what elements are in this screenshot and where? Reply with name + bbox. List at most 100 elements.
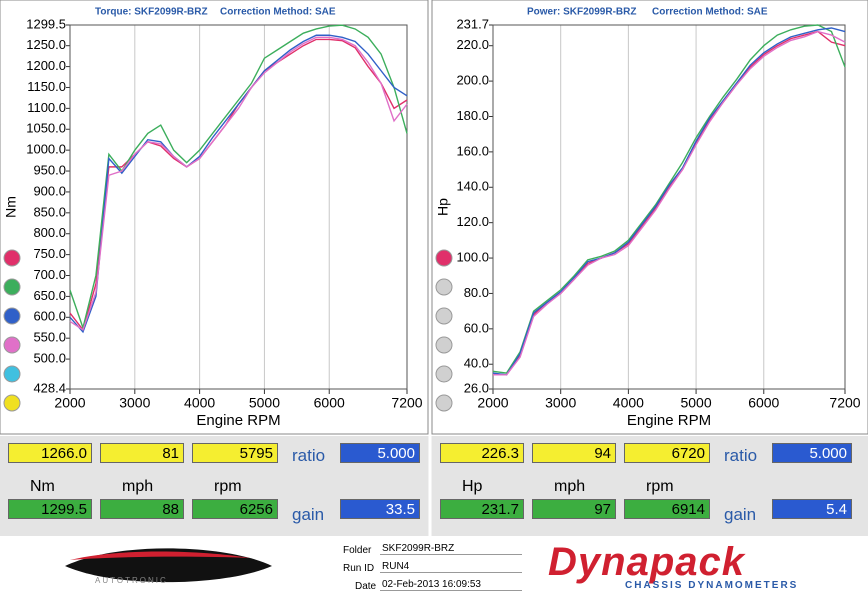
series-line [69, 24, 408, 331]
y-tick-label: 1200.0 [26, 58, 66, 73]
y-tick-label: 650.0 [33, 288, 66, 303]
y-tick-label: 550.0 [33, 330, 66, 345]
plot-frame [69, 24, 408, 390]
y-tick-label: 1150.0 [27, 79, 66, 94]
unit-label: mph [554, 478, 586, 495]
y-tick-label: 26.0 [464, 380, 489, 395]
readout-value: 94 [532, 443, 616, 463]
x-tick-label: 6000 [314, 395, 345, 411]
readout-value: 81 [100, 443, 184, 463]
chart-title: Torque: SKF2099R-BRZ [95, 7, 208, 18]
y-tick-label: 200.0 [456, 73, 489, 88]
gain-value: 5.4 [772, 499, 852, 519]
series-line [69, 34, 408, 334]
x-axis-label: Engine RPM [627, 412, 711, 429]
date: 02-Feb-2013 16:09:53 [380, 579, 522, 591]
y-tick-label: 40.0 [464, 356, 489, 371]
y-tick-label: 1050.0 [26, 121, 66, 136]
ratio-label: ratio [292, 446, 326, 465]
y-tick-label: 220.0 [456, 37, 489, 52]
x-tick-label: 5000 [680, 395, 711, 411]
x-tick-label: 5000 [249, 395, 280, 411]
y-tick-label: 428.4 [33, 380, 66, 395]
y-tick-label: 850.0 [33, 204, 66, 219]
y-tick-label: 500.0 [33, 351, 66, 366]
x-tick-label: 4000 [184, 395, 215, 411]
legend-dot [435, 365, 453, 383]
y-tick-label: 600.0 [33, 309, 66, 324]
chart-subtitle: Correction Method: SAE [220, 7, 336, 18]
x-tick-label: 6000 [748, 395, 779, 411]
brand-subtitle: CHASSIS DYNAMOMETERS [625, 580, 799, 591]
legend-dot [3, 336, 21, 354]
y-tick-label: 160.0 [456, 143, 489, 158]
gain-value: 33.5 [340, 499, 420, 519]
legend-dot [3, 307, 21, 325]
y-axis-label: Hp [435, 198, 451, 216]
readout-value: 1266.0 [8, 443, 92, 463]
readout-value: 6914 [624, 499, 710, 519]
legend-dot [435, 394, 453, 412]
readout-value: 88 [100, 499, 184, 519]
x-tick-label: 7200 [829, 395, 860, 411]
series-line [69, 36, 408, 331]
autotronic-logo: AUTOTRONIC [95, 576, 168, 585]
y-tick-label: 100.0 [456, 249, 489, 264]
chart-title: Power: SKF2099R-BRZ [527, 7, 636, 18]
y-tick-label: 80.0 [464, 285, 489, 300]
brand-logo: Dynapack [548, 540, 745, 584]
ratio-label: ratio [724, 446, 758, 465]
readout-value: 6720 [624, 443, 710, 463]
y-tick-label: 140.0 [456, 179, 489, 194]
legend-dot [3, 278, 21, 296]
x-tick-label: 3000 [545, 395, 576, 411]
y-tick-label: 120.0 [456, 214, 489, 229]
y-tick-label: 1000.0 [26, 142, 66, 157]
y-tick-label: 1299.5 [26, 16, 66, 31]
y-tick-label: 231.7 [456, 16, 489, 31]
unit-label: Nm [30, 478, 55, 495]
chart-subtitle: Correction Method: SAE [652, 7, 768, 18]
runid: RUN4 [380, 561, 522, 573]
y-tick-label: 900.0 [33, 183, 66, 198]
readout-value: 226.3 [440, 443, 524, 463]
ratio-value: 5.000 [340, 443, 420, 463]
date-label: Date [355, 581, 377, 592]
unit-label: rpm [214, 478, 242, 495]
y-tick-label: 1250.0 [26, 37, 66, 52]
legend-dot [435, 249, 453, 267]
logo-swoosh [70, 551, 250, 560]
ratio-value: 5.000 [772, 443, 852, 463]
y-tick-label: 800.0 [33, 225, 66, 240]
y-tick-label: 1100.0 [27, 100, 66, 115]
unit-label: rpm [646, 478, 674, 495]
readout-value: 5795 [192, 443, 278, 463]
folder-label: Folder [343, 545, 372, 556]
y-tick-label: 750.0 [33, 246, 66, 261]
y-tick-label: 60.0 [464, 320, 489, 335]
y-tick-label: 180.0 [456, 108, 489, 123]
legend-dot [435, 278, 453, 296]
runid-label: Run ID [343, 563, 375, 574]
legend-dot [3, 394, 21, 412]
plot-frame [492, 24, 846, 390]
x-tick-label: 7200 [391, 395, 422, 411]
y-axis-label: Nm [3, 196, 19, 218]
folder: SKF2099R-BRZ [380, 543, 522, 555]
legend-dot [435, 336, 453, 354]
legend-dot [3, 249, 21, 267]
x-tick-label: 2000 [477, 395, 508, 411]
y-tick-label: 950.0 [33, 162, 66, 177]
series-line [492, 24, 846, 374]
x-tick-label: 3000 [119, 395, 150, 411]
x-axis-label: Engine RPM [196, 412, 280, 429]
y-tick-label: 700.0 [33, 267, 66, 282]
gain-label: gain [724, 505, 757, 524]
readout-value: 1299.5 [8, 499, 92, 519]
legend-dot [435, 307, 453, 325]
readout-value: 6256 [192, 499, 278, 519]
series-line [492, 27, 846, 376]
unit-label: Hp [462, 478, 483, 495]
x-tick-label: 4000 [613, 395, 644, 411]
